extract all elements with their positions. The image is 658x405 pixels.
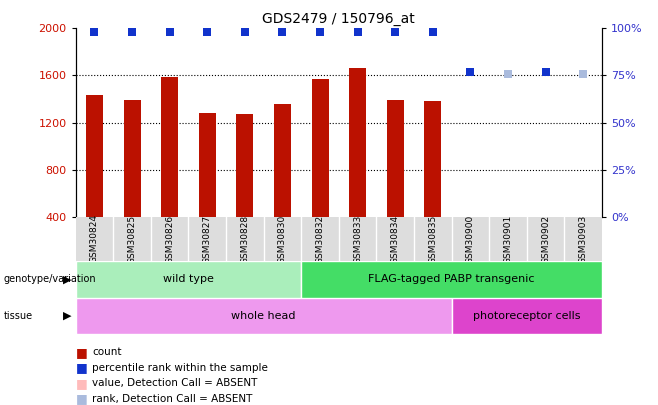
Bar xyxy=(76,298,451,334)
Point xyxy=(465,68,476,75)
Text: percentile rank within the sample: percentile rank within the sample xyxy=(92,363,268,373)
Point xyxy=(390,29,401,35)
Text: photoreceptor cells: photoreceptor cells xyxy=(473,311,580,321)
Point xyxy=(353,29,363,35)
Text: GSM30835: GSM30835 xyxy=(428,214,438,264)
Text: ■: ■ xyxy=(76,377,88,390)
Point xyxy=(428,29,438,35)
Point xyxy=(89,29,100,35)
Text: GSM30832: GSM30832 xyxy=(316,214,324,264)
Bar xyxy=(387,100,404,217)
Text: ■: ■ xyxy=(76,361,88,374)
Text: count: count xyxy=(92,347,122,357)
Text: GSM30828: GSM30828 xyxy=(240,214,249,264)
Bar xyxy=(274,104,291,217)
Text: GSM30826: GSM30826 xyxy=(165,214,174,264)
Text: ■: ■ xyxy=(76,392,88,405)
Text: ▶: ▶ xyxy=(63,275,71,284)
Text: tissue: tissue xyxy=(3,311,32,321)
Point xyxy=(503,70,513,77)
Text: GSM30902: GSM30902 xyxy=(541,214,550,264)
Text: GSM30833: GSM30833 xyxy=(353,214,362,264)
Bar xyxy=(424,101,442,217)
Point xyxy=(164,29,175,35)
Title: GDS2479 / 150796_at: GDS2479 / 150796_at xyxy=(263,12,415,26)
Text: value, Detection Call = ABSENT: value, Detection Call = ABSENT xyxy=(92,378,257,388)
Bar xyxy=(236,114,253,217)
Bar xyxy=(349,68,366,217)
Text: ▶: ▶ xyxy=(63,311,71,321)
Text: GSM30903: GSM30903 xyxy=(579,214,588,264)
Bar xyxy=(124,100,141,217)
Bar xyxy=(312,79,328,217)
Text: whole head: whole head xyxy=(232,311,296,321)
Text: FLAG-tagged PABP transgenic: FLAG-tagged PABP transgenic xyxy=(368,275,535,284)
Point xyxy=(127,29,138,35)
Text: GSM30900: GSM30900 xyxy=(466,214,475,264)
Text: GSM30824: GSM30824 xyxy=(90,215,99,263)
Point xyxy=(578,70,588,77)
Point xyxy=(202,29,213,35)
Point xyxy=(540,68,551,75)
Bar xyxy=(86,96,103,217)
Text: GSM30830: GSM30830 xyxy=(278,214,287,264)
Text: GSM30827: GSM30827 xyxy=(203,214,212,264)
Text: genotype/variation: genotype/variation xyxy=(3,275,96,284)
Bar xyxy=(301,261,602,298)
Bar xyxy=(199,113,216,217)
Text: ■: ■ xyxy=(76,346,88,359)
Text: GSM30901: GSM30901 xyxy=(503,214,513,264)
Text: rank, Detection Call = ABSENT: rank, Detection Call = ABSENT xyxy=(92,394,253,403)
Point xyxy=(240,29,250,35)
Point xyxy=(315,29,325,35)
Bar xyxy=(76,261,301,298)
Text: GSM30825: GSM30825 xyxy=(128,214,137,264)
Text: GSM30834: GSM30834 xyxy=(391,214,400,264)
Bar xyxy=(451,298,602,334)
Point xyxy=(277,29,288,35)
Bar xyxy=(161,77,178,217)
Text: wild type: wild type xyxy=(163,275,214,284)
